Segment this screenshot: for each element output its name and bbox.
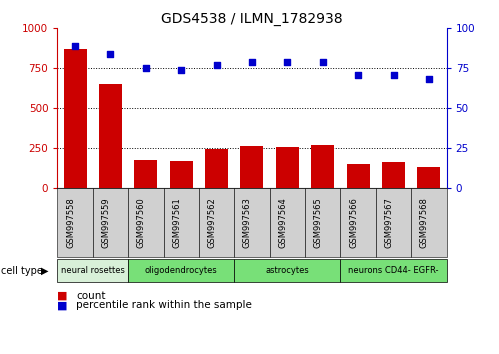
Text: cell type: cell type [1, 266, 43, 276]
Bar [241, 146, 263, 188]
Text: GSM997563: GSM997563 [243, 198, 252, 248]
Point [71, 43, 79, 49]
Bar [347, 164, 370, 188]
Bar [63, 49, 87, 188]
Point [354, 72, 362, 78]
Point [319, 59, 327, 65]
Text: ▶: ▶ [41, 266, 49, 276]
Bar [205, 149, 228, 188]
Bar [382, 162, 405, 188]
Text: neurons CD44- EGFR-: neurons CD44- EGFR- [348, 266, 439, 275]
Text: GSM997561: GSM997561 [172, 198, 181, 248]
Text: neural rosettes: neural rosettes [61, 266, 125, 275]
Point [248, 59, 256, 65]
Point [390, 72, 398, 78]
Text: ■: ■ [57, 300, 68, 310]
Point [283, 59, 291, 65]
Text: ■: ■ [57, 291, 68, 301]
Point [106, 51, 114, 57]
Text: GSM997565: GSM997565 [314, 198, 323, 248]
Text: GSM997559: GSM997559 [101, 198, 110, 248]
Text: oligodendrocytes: oligodendrocytes [145, 266, 218, 275]
Bar [134, 160, 157, 188]
Text: astrocytes: astrocytes [265, 266, 309, 275]
Text: count: count [76, 291, 106, 301]
Point [142, 65, 150, 71]
Bar [276, 147, 299, 188]
Bar [170, 161, 193, 188]
Point [213, 62, 221, 68]
Text: GSM997567: GSM997567 [385, 198, 394, 248]
Bar [311, 145, 334, 188]
Title: GDS4538 / ILMN_1782938: GDS4538 / ILMN_1782938 [161, 12, 343, 26]
Bar [418, 167, 441, 188]
Text: GSM997560: GSM997560 [137, 198, 146, 248]
Text: GSM997562: GSM997562 [208, 198, 217, 248]
Text: GSM997564: GSM997564 [278, 198, 287, 248]
Text: GSM997558: GSM997558 [66, 198, 75, 248]
Text: GSM997566: GSM997566 [349, 198, 358, 248]
Point [425, 76, 433, 82]
Bar [99, 84, 122, 188]
Text: percentile rank within the sample: percentile rank within the sample [76, 300, 252, 310]
Point [177, 67, 185, 73]
Text: GSM997568: GSM997568 [420, 198, 429, 248]
